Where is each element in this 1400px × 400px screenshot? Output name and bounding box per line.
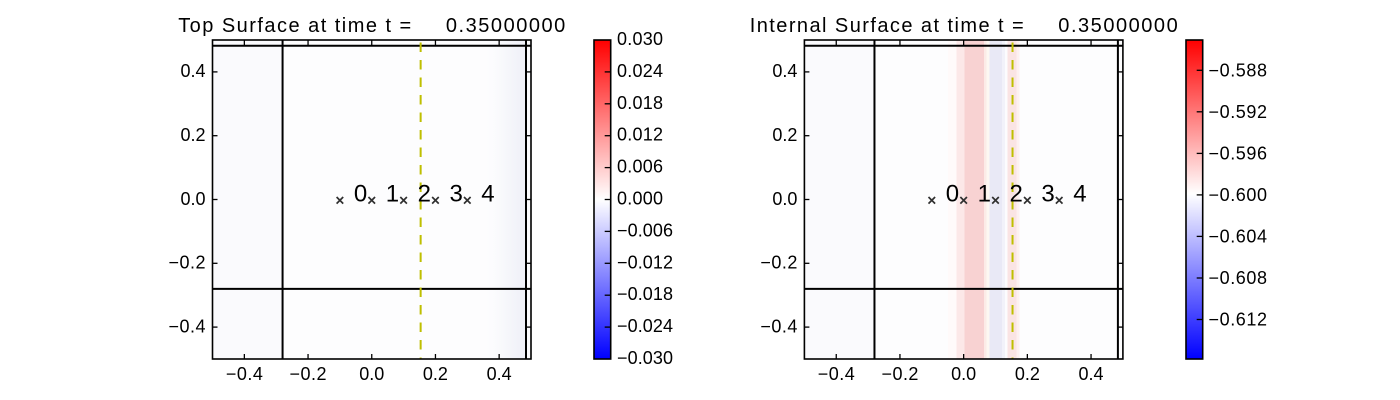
svg-text:−0.588: −0.588	[1209, 60, 1268, 80]
svg-text:0.4: 0.4	[772, 61, 797, 81]
svg-text:0.024: 0.024	[617, 61, 663, 81]
svg-text:0.030: 0.030	[617, 29, 663, 49]
svg-text:0.2: 0.2	[180, 125, 205, 145]
svg-text:Internal Surface at time t =: Internal Surface at time t =	[750, 15, 1024, 37]
svg-text:0.35000000: 0.35000000	[446, 15, 565, 37]
svg-text:0.000: 0.000	[617, 189, 663, 209]
svg-text:−0.006: −0.006	[617, 220, 673, 240]
svg-text:−0.2: −0.2	[169, 253, 206, 273]
svg-text:0.0: 0.0	[180, 189, 205, 209]
svg-text:1: 1	[978, 180, 991, 207]
svg-text:−0.600: −0.600	[1209, 185, 1268, 205]
svg-text:0.4: 0.4	[487, 364, 512, 384]
svg-text:4: 4	[1073, 180, 1086, 207]
svg-text:0.0: 0.0	[951, 364, 976, 384]
svg-text:Top Surface at time t =: Top Surface at time t =	[178, 15, 411, 37]
svg-text:4: 4	[481, 180, 494, 207]
svg-text:−0.4: −0.4	[226, 364, 263, 384]
svg-text:0.2: 0.2	[1015, 364, 1040, 384]
svg-text:−0.030: −0.030	[617, 348, 673, 368]
svg-text:0.35000000: 0.35000000	[1058, 15, 1177, 37]
svg-text:−0.2: −0.2	[881, 364, 918, 384]
svg-text:−0.4: −0.4	[818, 364, 855, 384]
svg-text:0.0: 0.0	[359, 364, 384, 384]
svg-text:0.0: 0.0	[772, 189, 797, 209]
svg-text:0.4: 0.4	[1079, 364, 1104, 384]
svg-text:2: 2	[1010, 180, 1023, 207]
svg-text:3: 3	[449, 180, 462, 207]
svg-text:−0.596: −0.596	[1209, 143, 1268, 163]
svg-text:0.2: 0.2	[772, 125, 797, 145]
svg-text:−0.4: −0.4	[760, 316, 797, 336]
svg-text:0.012: 0.012	[617, 125, 663, 145]
svg-text:0: 0	[354, 180, 367, 207]
svg-text:−0.2: −0.2	[760, 253, 797, 273]
svg-text:−0.018: −0.018	[617, 284, 673, 304]
svg-text:3: 3	[1041, 180, 1054, 207]
svg-text:−0.4: −0.4	[169, 316, 206, 336]
svg-text:−0.012: −0.012	[617, 252, 673, 272]
svg-text:0: 0	[946, 180, 959, 207]
svg-text:0.4: 0.4	[180, 61, 205, 81]
svg-text:2: 2	[418, 180, 431, 207]
svg-text:−0.2: −0.2	[290, 364, 327, 384]
svg-text:−0.024: −0.024	[617, 316, 673, 336]
svg-text:0.2: 0.2	[423, 364, 448, 384]
svg-text:1: 1	[386, 180, 399, 207]
svg-text:−0.612: −0.612	[1209, 310, 1268, 330]
svg-text:0.006: 0.006	[617, 157, 663, 177]
svg-text:−0.604: −0.604	[1209, 226, 1268, 246]
svg-text:−0.608: −0.608	[1209, 268, 1268, 288]
svg-text:−0.592: −0.592	[1209, 102, 1268, 122]
svg-text:0.018: 0.018	[617, 93, 663, 113]
